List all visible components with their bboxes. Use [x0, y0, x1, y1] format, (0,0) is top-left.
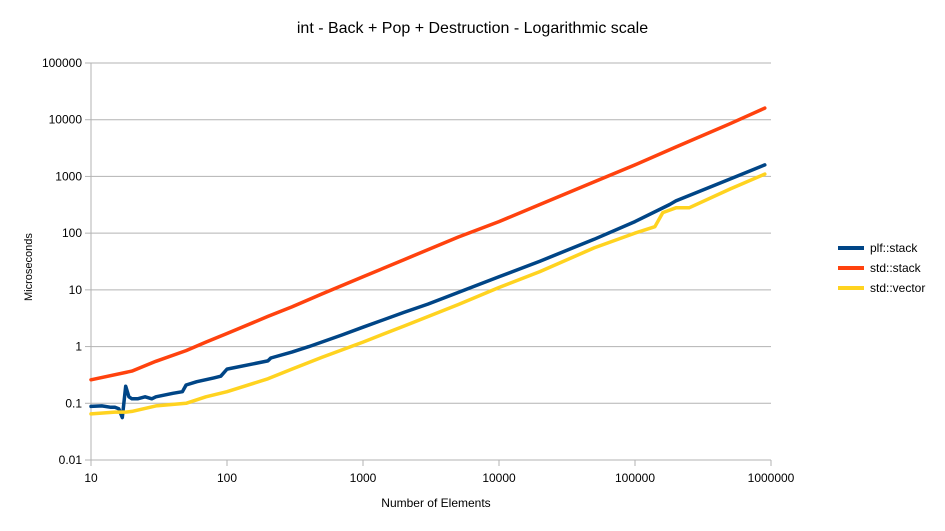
- y-tick-label: 100: [62, 226, 82, 240]
- legend-item-plf-stack: plf::stack: [838, 238, 925, 258]
- legend-item-std-stack: std::stack: [838, 258, 925, 278]
- y-axis-label: Microseconds: [23, 233, 35, 301]
- chart-title: int - Back + Pop + Destruction - Logarit…: [296, 20, 649, 37]
- x-tick-label: 1000: [350, 471, 377, 485]
- y-tick-label: 0.01: [59, 453, 83, 467]
- axes: [85, 62, 772, 466]
- x-tick-label: 1000000: [748, 471, 795, 485]
- y-tick-labels: 0.01 0.1 1 10 100 1000 10000 100000: [42, 56, 82, 467]
- series-lines: [89, 106, 767, 420]
- series-line-std-stack: [89, 106, 767, 382]
- series-line-std-vector: [89, 172, 767, 416]
- legend: plf::stack std::stack std::vector: [838, 238, 925, 298]
- x-tick-label: 10: [84, 471, 98, 485]
- legend-item-std-vector: std::vector: [838, 278, 925, 298]
- y-tick-label: 100000: [42, 56, 82, 70]
- y-tick-label: 1000: [55, 169, 82, 183]
- legend-label-plf-stack: plf::stack: [870, 241, 918, 255]
- y-tick-label: 10000: [49, 113, 83, 127]
- y-tick-label: 0.1: [65, 396, 82, 410]
- legend-swatch-std-vector: [838, 286, 864, 290]
- legend-swatch-plf-stack: [838, 246, 864, 250]
- grid-lines: [91, 62, 771, 461]
- series-line-plf-stack: [89, 163, 767, 420]
- legend-label-std-vector: std::vector: [870, 281, 926, 295]
- legend-swatch-std-stack: [838, 266, 864, 270]
- y-tick-label: 10: [69, 283, 83, 297]
- x-tick-label: 100: [217, 471, 237, 485]
- x-tick-label: 100000: [615, 471, 655, 485]
- x-tick-label: 10000: [482, 471, 516, 485]
- legend-label-std-stack: std::stack: [870, 261, 921, 275]
- x-axis-label: Number of Elements: [381, 496, 491, 510]
- x-tick-labels: 10 100 1000 10000 100000 1000000: [84, 471, 794, 485]
- y-tick-label: 1: [75, 340, 82, 354]
